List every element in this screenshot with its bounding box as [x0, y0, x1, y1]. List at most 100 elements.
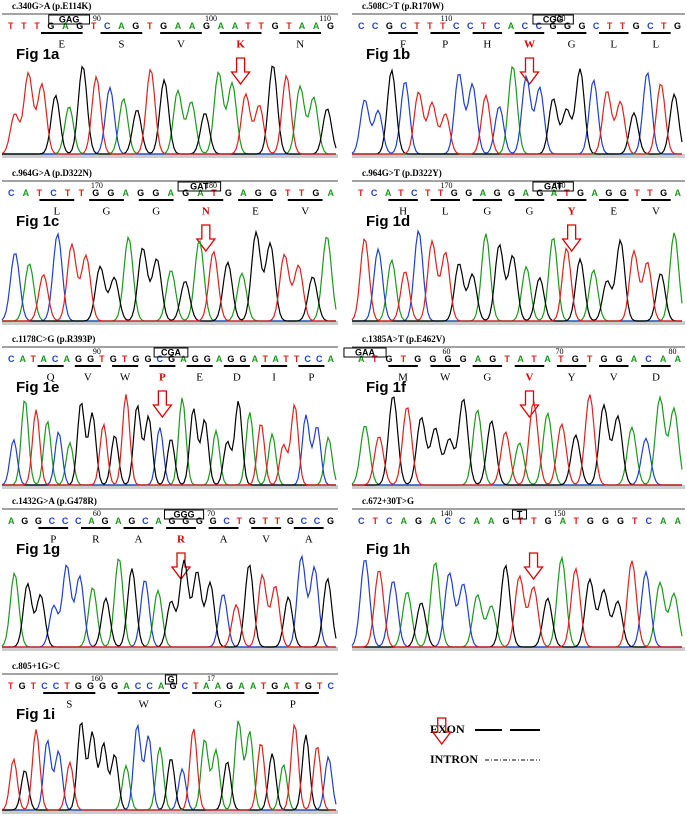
mutation-label: c.805+1G>C [12, 661, 60, 671]
amino-acid: D [652, 372, 660, 384]
baseline-bar [352, 485, 685, 489]
amino-acid: G [483, 372, 491, 384]
trace [352, 238, 682, 322]
baseline-bar [352, 321, 685, 325]
amino-acid: V [610, 372, 618, 384]
legend-exon: EXON [430, 722, 465, 736]
baseline-bar [2, 810, 338, 814]
figure-label: Fig 1i [16, 706, 55, 723]
amino-acid: Y [568, 372, 576, 384]
position-number: 70 [207, 509, 215, 518]
position-number: 110 [319, 14, 331, 23]
position-number: 140 [440, 509, 452, 518]
position-number: 170 [91, 181, 103, 190]
position-number: 90 [93, 14, 101, 23]
amino-acid: W [120, 372, 131, 384]
amino-acid: V [84, 372, 92, 384]
amino-acid: A [220, 534, 228, 546]
panel: c.1385A>T (p.E462V) 60 70 80A T G T G G G G A G T A T A T… [343, 334, 685, 489]
codon-box-text: CGG [543, 14, 564, 24]
amino-acid: N [296, 39, 304, 51]
figure-label: Fig 1e [16, 379, 59, 396]
arrow [561, 224, 582, 253]
amino-acid: G [103, 206, 111, 218]
figure-label: Fig 1b [366, 46, 410, 63]
codon-box [164, 674, 178, 685]
codon-box [177, 181, 222, 192]
baseline-bar [352, 647, 685, 651]
amino-acid: Y [568, 206, 576, 218]
amino-acid: L [442, 206, 449, 218]
mutation-label: c.1385A>T (p.E462V) [362, 334, 445, 344]
legend-intron: INTRON [430, 752, 478, 766]
codon-box-text: GAT [190, 181, 209, 191]
codon-box [153, 347, 189, 358]
position-number: 17 [207, 674, 215, 683]
codon-box-text: G [167, 674, 174, 684]
trace [352, 560, 682, 648]
arrow [230, 57, 251, 86]
amino-acid: G [526, 206, 534, 218]
amino-acid: L [653, 39, 660, 51]
mutation-label: c.1432G>A (p.G478R) [12, 496, 97, 506]
position-number: 160 [91, 674, 103, 683]
position-number: 170 [440, 181, 452, 190]
amino-acid: A [305, 534, 313, 546]
trace [2, 229, 336, 322]
amino-acid: H [483, 39, 491, 51]
trace [352, 396, 682, 486]
baseline-bar [2, 154, 338, 158]
mutation-label: c.340G>A (p.E114K) [12, 1, 91, 11]
codon-box [48, 14, 90, 25]
arrow [195, 224, 217, 253]
trace [352, 83, 682, 155]
mutation-label: c.1178C>G (p.R393P) [12, 334, 95, 344]
position-number: 60 [442, 347, 450, 356]
panel: c.1432G>A (p.G478R) 60 70A G G C C C A G A G C A G G G G C… [1, 496, 338, 651]
trace [2, 572, 336, 648]
arrow [523, 552, 544, 581]
codon-box-text: GAT [544, 181, 563, 191]
position-number: 150 [554, 509, 566, 518]
amino-acid: V [262, 534, 270, 546]
amino-acid: N [202, 206, 210, 218]
baseline-bar [352, 154, 685, 158]
mutation-label: c.508C>T (p.R170W) [362, 1, 444, 11]
trace [2, 242, 336, 322]
amino-acid: W [440, 372, 451, 384]
position-number: 110 [441, 14, 453, 23]
amino-acid: H [399, 206, 407, 218]
amino-acid: V [301, 206, 309, 218]
amino-acid: G [214, 699, 222, 711]
position-number: 70 [556, 347, 564, 356]
amino-acid: P [442, 39, 448, 51]
position-number: 90 [93, 347, 101, 356]
amino-acid: P [290, 699, 296, 711]
figure-label: Fig 1g [16, 541, 60, 558]
position-number: 80 [669, 347, 677, 356]
amino-acid: W [139, 699, 150, 711]
amino-acid: P [159, 372, 166, 384]
position-number: 100 [205, 14, 217, 23]
mutation-label: c.964G>T (p.D322Y) [362, 168, 442, 178]
amino-acid: G [568, 39, 576, 51]
arrow [152, 390, 173, 419]
figure-label: Fig 1c [16, 213, 59, 230]
trace [2, 394, 336, 486]
position-number: 60 [93, 509, 101, 518]
amino-acid: E [252, 206, 259, 218]
arrow [519, 57, 540, 86]
position-number: 180 [554, 181, 566, 190]
baseline-bar [2, 321, 338, 325]
trace [352, 67, 683, 155]
